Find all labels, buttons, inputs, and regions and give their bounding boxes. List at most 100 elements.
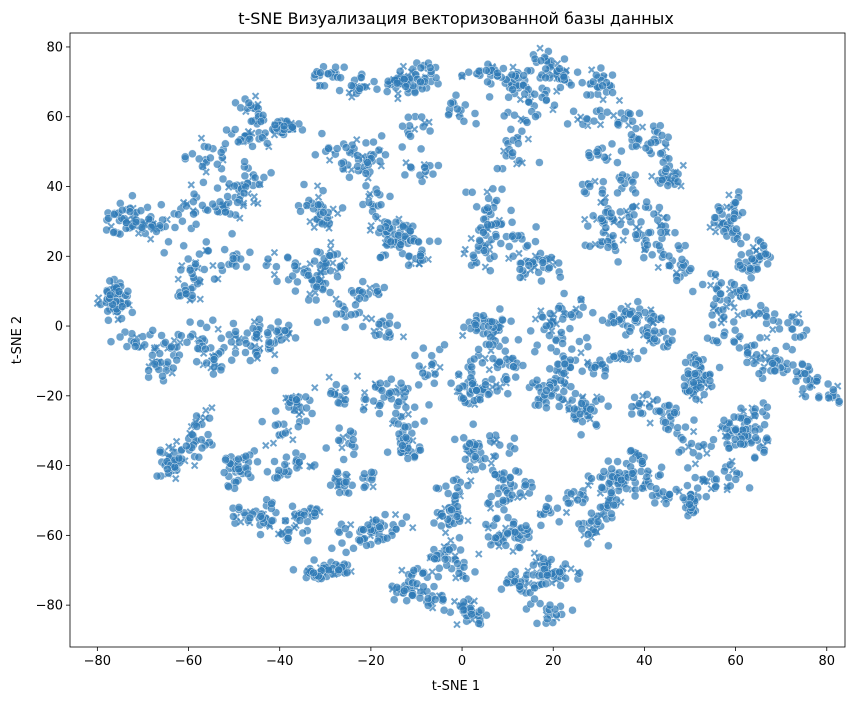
scatter-point-circle bbox=[481, 380, 490, 389]
scatter-point-x bbox=[311, 384, 319, 392]
scatter-point-circle bbox=[532, 619, 542, 628]
scatter-point-circle bbox=[577, 524, 587, 534]
scatter-point-circle bbox=[450, 435, 460, 444]
scatter-point-circle bbox=[604, 541, 613, 551]
scatter-point-x bbox=[549, 71, 557, 79]
scatter-point-circle bbox=[340, 384, 350, 393]
scatter-point-circle bbox=[709, 435, 718, 444]
scatter-point-circle bbox=[584, 151, 594, 160]
scatter-point-circle bbox=[456, 545, 465, 555]
scatter-point-x bbox=[123, 216, 131, 224]
scatter-point-circle bbox=[292, 395, 301, 404]
scatter-point-circle bbox=[404, 251, 414, 261]
scatter-point-circle bbox=[720, 466, 729, 476]
scatter-point-circle bbox=[642, 331, 652, 340]
scatter-point-circle bbox=[536, 56, 546, 65]
scatter-point-circle bbox=[542, 403, 551, 413]
scatter-point-circle bbox=[583, 530, 593, 539]
scatter-point-circle bbox=[541, 579, 551, 589]
scatter-point-circle bbox=[208, 315, 218, 325]
scatter-point-x bbox=[172, 474, 180, 483]
scatter-point-circle bbox=[311, 295, 321, 305]
scatter-point-circle bbox=[674, 447, 684, 457]
scatter-point-circle bbox=[256, 117, 266, 126]
scatter-point-circle bbox=[425, 126, 435, 136]
scatter-point-circle bbox=[603, 243, 613, 252]
scatter-point-circle bbox=[271, 420, 280, 430]
y-tick-label: 40 bbox=[46, 180, 63, 195]
scatter-point-circle bbox=[385, 319, 394, 328]
scatter-point-circle bbox=[257, 417, 267, 426]
scatter-point-circle bbox=[735, 261, 745, 270]
scatter-point-x bbox=[174, 275, 182, 283]
scatter-point-circle bbox=[334, 436, 343, 445]
scatter-point-x bbox=[487, 459, 496, 467]
x-tick-label: 20 bbox=[545, 654, 562, 669]
scatter-point-circle bbox=[604, 456, 613, 466]
scatter-point-circle bbox=[376, 253, 385, 262]
scatter-point-circle bbox=[667, 335, 677, 345]
scatter-point-circle bbox=[191, 220, 201, 229]
scatter-point-circle bbox=[492, 514, 502, 523]
scatter-point-circle bbox=[730, 280, 739, 289]
scatter-point-circle bbox=[355, 84, 365, 93]
scatter-point-circle bbox=[371, 515, 381, 525]
scatter-point-circle bbox=[510, 433, 519, 443]
scatter-point-circle bbox=[768, 359, 777, 368]
scatter-point-circle bbox=[475, 395, 485, 404]
scatter-point-circle bbox=[508, 252, 518, 261]
scatter-point-x bbox=[353, 372, 362, 380]
scatter-point-circle bbox=[633, 297, 643, 306]
scatter-point-circle bbox=[650, 326, 659, 336]
scatter-point-circle bbox=[335, 488, 344, 497]
scatter-point-circle bbox=[432, 483, 441, 493]
scatter-point-x bbox=[307, 463, 316, 471]
scatter-point-x bbox=[407, 68, 416, 76]
scatter-point-circle bbox=[344, 488, 353, 498]
scatter-point-circle bbox=[104, 316, 113, 325]
scatter-point-circle bbox=[245, 134, 254, 144]
scatter-point-circle bbox=[342, 568, 352, 577]
scatter-point-x bbox=[290, 523, 299, 532]
scatter-point-circle bbox=[490, 470, 500, 479]
scatter-point-circle bbox=[243, 469, 253, 479]
scatter-point-x bbox=[461, 245, 469, 254]
scatter-point-circle bbox=[274, 466, 284, 475]
scatter-point-circle bbox=[400, 422, 410, 432]
scatter-point-circle bbox=[218, 174, 228, 184]
scatter-point-circle bbox=[670, 408, 679, 417]
scatter-point-x bbox=[146, 235, 155, 243]
scatter-point-circle bbox=[508, 148, 517, 158]
scatter-point-circle bbox=[737, 250, 746, 260]
scatter-point-circle bbox=[454, 384, 464, 393]
scatter-point-x bbox=[196, 278, 204, 286]
scatter-point-circle bbox=[202, 237, 211, 247]
scatter-point-circle bbox=[829, 385, 838, 394]
scatter-point-circle bbox=[560, 359, 570, 369]
scatter-point-circle bbox=[656, 228, 666, 237]
scatter-point-circle bbox=[106, 337, 116, 346]
scatter-point-circle bbox=[745, 264, 755, 273]
scatter-point-circle bbox=[615, 207, 625, 217]
scatter-point-circle bbox=[472, 202, 481, 212]
scatter-point-circle bbox=[241, 348, 250, 357]
scatter-point-circle bbox=[514, 335, 523, 345]
scatter-point-x bbox=[148, 358, 156, 366]
scatter-point-circle bbox=[216, 365, 226, 375]
scatter-point-circle bbox=[591, 420, 601, 429]
x-tick-label: −40 bbox=[266, 654, 293, 669]
scatter-point-circle bbox=[607, 509, 616, 519]
scatter-point-x bbox=[140, 220, 149, 229]
scatter-point-circle bbox=[645, 402, 654, 411]
scatter-point-circle bbox=[471, 465, 480, 474]
scatter-point-circle bbox=[484, 532, 493, 542]
scatter-point-circle bbox=[598, 188, 607, 198]
x-tick-label: 40 bbox=[636, 654, 653, 669]
scatter-point-circle bbox=[445, 545, 454, 554]
scatter-point-x bbox=[310, 223, 318, 232]
scatter-point-circle bbox=[586, 405, 595, 414]
scatter-point-circle bbox=[510, 527, 520, 537]
scatter-point-circle bbox=[545, 600, 555, 610]
scatter-point-circle bbox=[266, 168, 276, 178]
scatter-point-circle bbox=[309, 555, 319, 565]
